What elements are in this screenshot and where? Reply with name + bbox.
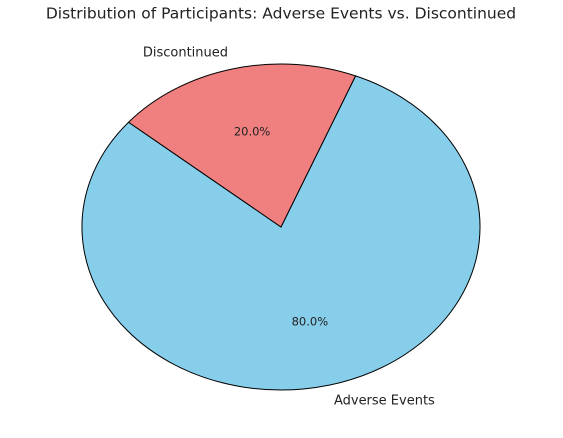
chart-title: Distribution of Participants: Adverse Ev… xyxy=(46,5,516,23)
value-label: 80.0% xyxy=(292,314,329,328)
value-label: 20.0% xyxy=(234,125,271,139)
pie-slice xyxy=(81,75,481,391)
pie-slice xyxy=(127,63,357,228)
slice-label: Discontinued xyxy=(143,46,228,61)
slice-label: Adverse Events xyxy=(334,393,435,408)
